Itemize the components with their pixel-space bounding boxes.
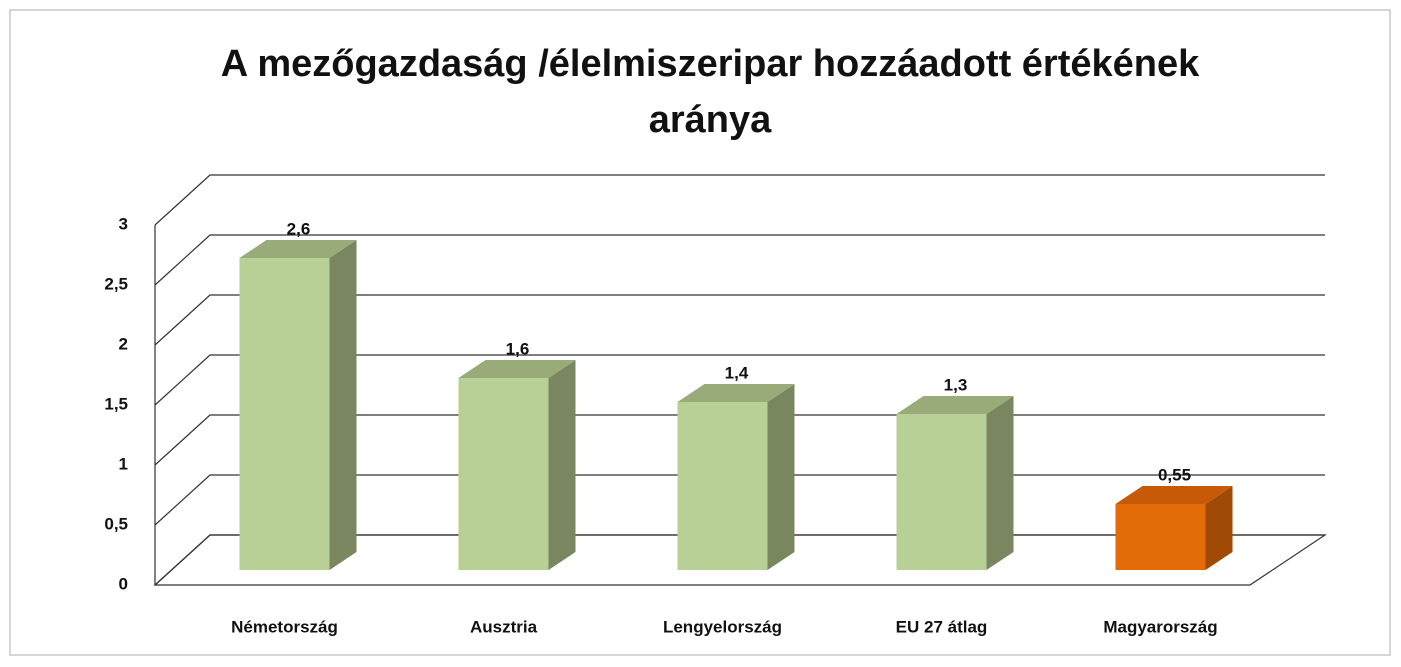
bar: [458, 378, 549, 570]
bar: [1115, 504, 1206, 570]
bar-top: [896, 396, 1014, 414]
x-tick-label: Németország: [231, 617, 338, 636]
data-label: 0,55: [1158, 465, 1191, 484]
y-tick-label: 2,5: [104, 274, 128, 293]
bar-side: [548, 360, 576, 570]
y-tick-label: 1,5: [104, 394, 128, 413]
x-tick-label: EU 27 átlag: [896, 617, 988, 636]
y-tick-label: 0: [119, 574, 128, 593]
bar: [677, 402, 768, 570]
chart-frame: [9, 9, 1391, 656]
bar-top: [1115, 486, 1233, 504]
x-tick-label: Ausztria: [470, 617, 538, 636]
bar-side: [767, 384, 795, 570]
data-label: 1,4: [725, 363, 749, 382]
data-label: 1,3: [944, 375, 968, 394]
grid-line: [154, 354, 1325, 406]
grid-line: [154, 294, 1325, 346]
grid-line: [154, 174, 1325, 226]
y-tick-label: 1: [119, 454, 128, 473]
bar: [239, 258, 330, 570]
bar-side: [986, 396, 1014, 570]
y-tick-label: 3: [119, 214, 128, 233]
bar-top: [677, 384, 795, 402]
bar: [896, 414, 987, 570]
x-tick-label: Lengyelország: [663, 617, 782, 636]
bar-top: [239, 240, 357, 258]
data-label: 1,6: [506, 339, 530, 358]
y-tick-label: 2: [119, 334, 128, 353]
y-tick-label: 0,5: [104, 514, 128, 533]
bar-side: [1205, 486, 1233, 570]
data-label: 2,6: [287, 219, 311, 238]
bar-top: [458, 360, 576, 378]
x-tick-label: Magyarország: [1103, 617, 1217, 636]
grid-line: [154, 234, 1325, 286]
chart-title: A mezőgazdaság /élelmiszeripar hozzáadot…: [220, 43, 1200, 141]
bar-side: [329, 240, 357, 570]
